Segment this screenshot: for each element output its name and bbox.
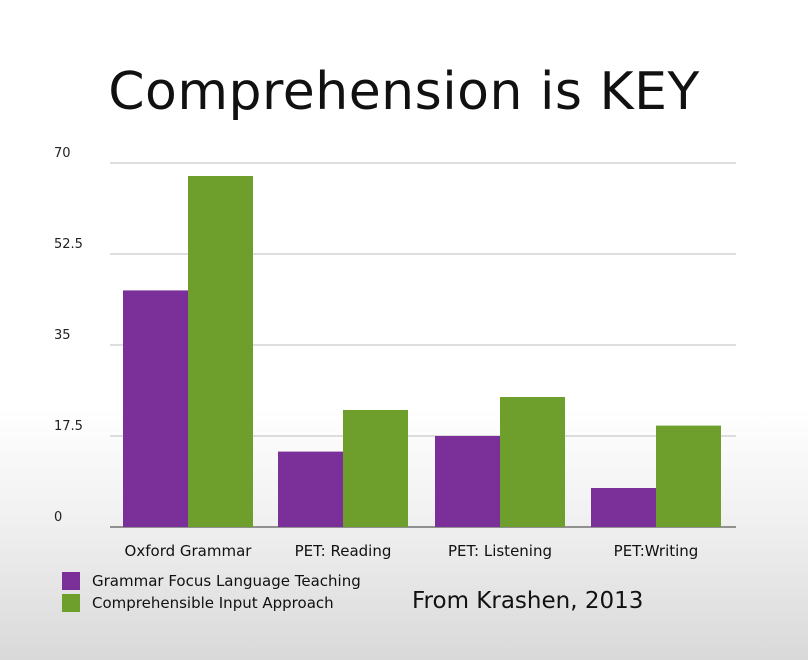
bar-comprehensible-input <box>343 410 408 527</box>
y-tick-label: 0 <box>54 510 62 525</box>
bar-comprehensible-input <box>656 425 721 527</box>
bar-grammar-focus <box>278 451 343 527</box>
x-category-label: Oxford Grammar <box>125 542 253 560</box>
y-tick-label: 70 <box>54 146 71 161</box>
y-tick-label: 17.5 <box>54 419 83 434</box>
legend-swatch <box>62 594 80 612</box>
legend-label: Grammar Focus Language Teaching <box>92 572 361 590</box>
legend: Grammar Focus Language Teaching Comprehe… <box>62 570 361 614</box>
bar-grammar-focus <box>435 436 500 527</box>
legend-item-grammar-focus: Grammar Focus Language Teaching <box>62 570 361 592</box>
legend-swatch <box>62 572 80 590</box>
x-category-label: PET: Reading <box>295 542 392 560</box>
x-category-label: PET: Listening <box>448 542 552 560</box>
x-category-label: PET:Writing <box>614 542 699 560</box>
y-tick-label: 52.5 <box>54 237 83 252</box>
y-axis-ticks: 0 17.5 35 52.5 70 <box>54 146 83 525</box>
legend-item-comprehensible-input: Comprehensible Input Approach <box>62 592 361 614</box>
bar-grammar-focus <box>591 488 656 527</box>
bar-comprehensible-input <box>500 397 565 527</box>
x-axis-labels: Oxford Grammar PET: Reading PET: Listening… <box>125 542 699 560</box>
source-citation: From Krashen, 2013 <box>412 588 644 614</box>
bar-grammar-focus <box>123 290 188 527</box>
y-tick-label: 35 <box>54 328 71 343</box>
legend-label: Comprehensible Input Approach <box>92 594 334 612</box>
bars <box>123 176 721 527</box>
slide-title: Comprehension is KEY <box>108 62 700 122</box>
bar-comprehensible-input <box>188 176 253 527</box>
